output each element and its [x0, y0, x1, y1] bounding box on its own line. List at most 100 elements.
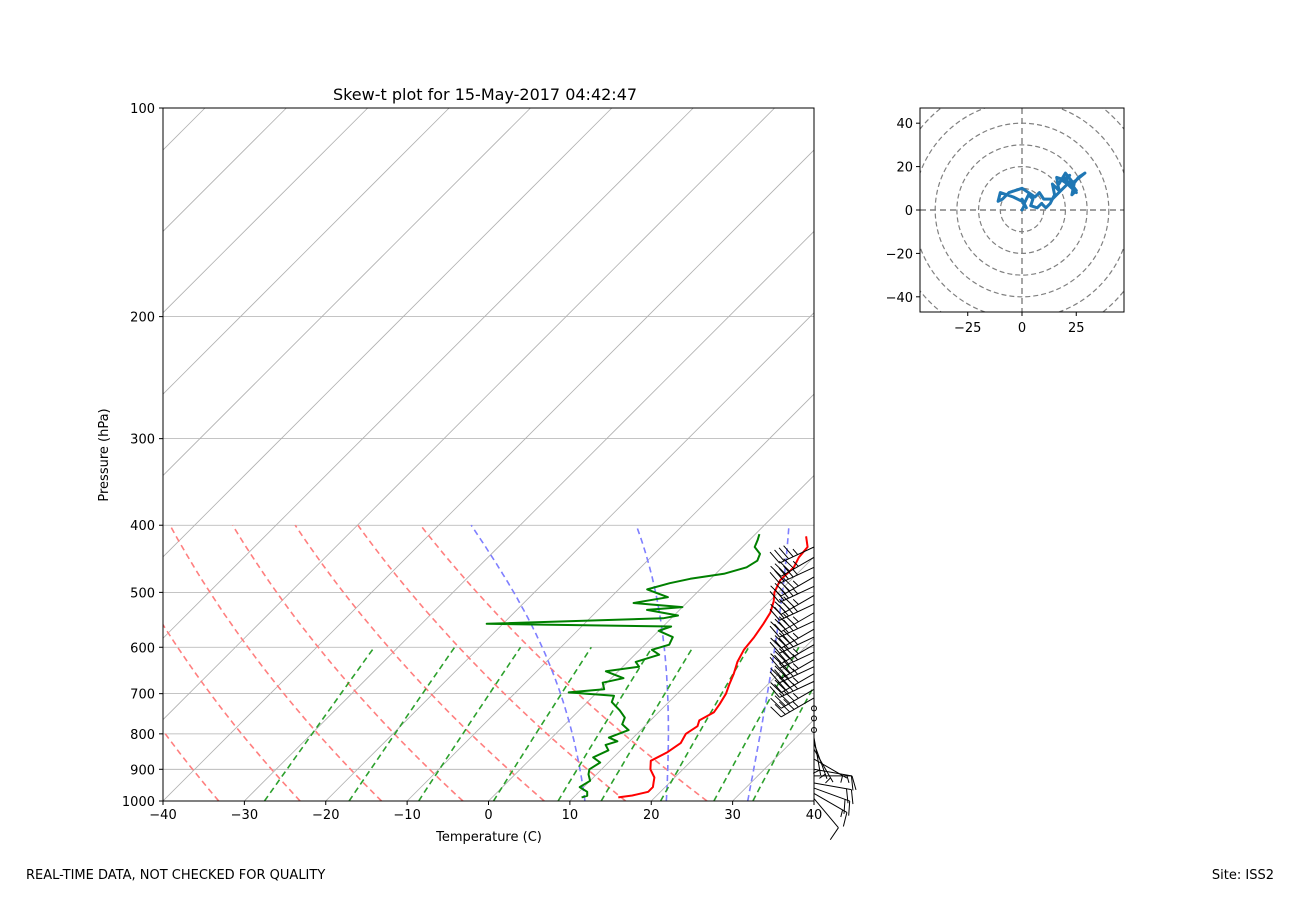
dry-adiabat-line [294, 524, 545, 801]
y-tick-label: 500 [130, 586, 155, 601]
isotherm-line [163, 149, 814, 801]
wind-barb [813, 787, 851, 816]
barb-half [792, 588, 799, 595]
barb-full [783, 596, 795, 608]
barb-shaft [779, 666, 815, 684]
barb-shaft [780, 612, 815, 633]
barb-full [770, 653, 782, 665]
barb-full [774, 635, 786, 647]
barb-half [792, 648, 799, 655]
isotherm-line [163, 108, 775, 721]
wind-barb [813, 758, 848, 783]
barb-full [778, 663, 791, 674]
barb-full [769, 551, 780, 564]
wind-barb [769, 635, 815, 654]
barb-shaft [780, 594, 815, 615]
barb-shaft [813, 782, 852, 791]
skewt-ylabel: Pressure (hPa) [97, 408, 112, 501]
dry-adiabat-line [163, 729, 220, 801]
moist-adiabat-line [470, 524, 586, 801]
barb-full [783, 565, 794, 578]
isotherm-line [406, 393, 814, 801]
barb-full [770, 603, 782, 615]
wind-barb [770, 644, 815, 665]
dry-adiabat-line [357, 524, 627, 801]
mixing-ratio-line [418, 646, 522, 801]
isotherm-line [163, 108, 287, 232]
barb-full [774, 683, 785, 696]
barb-half [792, 569, 799, 576]
barb-full [774, 703, 786, 715]
wind-barb [770, 594, 815, 615]
wind-barb [769, 650, 815, 669]
mixing-ratio-line [557, 646, 653, 801]
barb-full [770, 637, 782, 649]
barb-full [778, 648, 791, 660]
isotherm-line [813, 800, 814, 801]
wind-barb [813, 792, 848, 827]
dry-adiabat-line [419, 524, 708, 801]
barb-full [783, 613, 795, 625]
barb-full [769, 671, 780, 684]
wind-barbs [769, 545, 857, 841]
hodograph-ring [956, 144, 1088, 276]
barb-full [783, 660, 795, 672]
barb-full [770, 621, 782, 633]
mixing-ratio-line [348, 646, 456, 801]
barb-full [778, 567, 790, 580]
wind-barb [814, 775, 857, 791]
hodo-y-tick-label: 0 [905, 204, 913, 219]
isotherm-line [163, 108, 531, 477]
barb-full [770, 565, 782, 577]
barb-full [774, 654, 785, 667]
barb-shaft [813, 737, 822, 776]
barb-shaft [779, 546, 815, 564]
barb-half [792, 663, 799, 669]
barb-full [783, 665, 794, 677]
barb-shaft [779, 651, 815, 669]
barb-full [769, 572, 780, 584]
moist-adiabat-line [635, 524, 670, 801]
dewpoint-profile-line [485, 533, 761, 799]
barb-full [770, 585, 782, 597]
y-tick-label: 100 [130, 102, 155, 117]
barb-shaft [813, 792, 848, 813]
barb-half [792, 598, 799, 605]
hodo-x-tick-label: 25 [1068, 321, 1085, 336]
dry-adiabat-line [231, 524, 464, 801]
hodograph-trace [996, 171, 1087, 212]
y-tick-label: 700 [130, 688, 155, 703]
isotherm-line [325, 312, 814, 801]
barb-shaft [780, 576, 815, 597]
barb-full [770, 682, 782, 694]
barb-full [783, 630, 795, 642]
barb-full [774, 601, 786, 613]
barb-full [770, 697, 782, 709]
barb-shaft [780, 688, 815, 709]
barb-full [778, 598, 791, 610]
barb-full [778, 637, 790, 650]
isotherm-line [0, 108, 42, 801]
barb-full [783, 577, 795, 589]
barb-shaft [780, 673, 815, 694]
y-tick-label: 300 [130, 433, 155, 448]
wind-barb [770, 673, 815, 694]
barb-full [783, 650, 794, 663]
barb-shaft [779, 620, 815, 638]
wind-barb [770, 556, 815, 577]
moist-adiabat-line [746, 525, 790, 801]
barb-full [783, 645, 795, 657]
y-tick-label: 200 [130, 311, 155, 326]
barb-full [769, 641, 780, 654]
y-tick-label: 400 [130, 519, 155, 534]
wind-barb [769, 665, 815, 684]
barb-half [825, 777, 831, 784]
mixing-ratio-line [492, 646, 592, 801]
barb-full [783, 545, 794, 558]
barb-shaft [780, 697, 815, 718]
x-tick-label: −10 [393, 808, 420, 823]
x-tick-label: 20 [643, 808, 660, 823]
barb-full [769, 608, 780, 621]
x-tick-label: 10 [562, 808, 579, 823]
barb-full [843, 799, 846, 814]
